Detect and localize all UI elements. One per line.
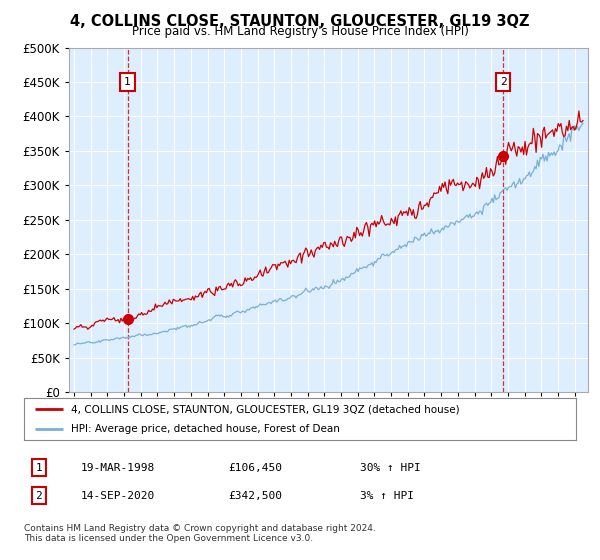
- Text: £106,450: £106,450: [228, 463, 282, 473]
- Text: Contains HM Land Registry data © Crown copyright and database right 2024.
This d: Contains HM Land Registry data © Crown c…: [24, 524, 376, 543]
- Text: 2: 2: [500, 77, 506, 87]
- Text: 4, COLLINS CLOSE, STAUNTON, GLOUCESTER, GL19 3QZ (detached house): 4, COLLINS CLOSE, STAUNTON, GLOUCESTER, …: [71, 404, 460, 414]
- Text: 4, COLLINS CLOSE, STAUNTON, GLOUCESTER, GL19 3QZ: 4, COLLINS CLOSE, STAUNTON, GLOUCESTER, …: [70, 14, 530, 29]
- Text: 2: 2: [35, 491, 43, 501]
- Text: 1: 1: [124, 77, 131, 87]
- Text: 3% ↑ HPI: 3% ↑ HPI: [360, 491, 414, 501]
- Text: 19-MAR-1998: 19-MAR-1998: [81, 463, 155, 473]
- Text: 1: 1: [35, 463, 43, 473]
- Text: 14-SEP-2020: 14-SEP-2020: [81, 491, 155, 501]
- Text: 30% ↑ HPI: 30% ↑ HPI: [360, 463, 421, 473]
- Text: Price paid vs. HM Land Registry's House Price Index (HPI): Price paid vs. HM Land Registry's House …: [131, 25, 469, 38]
- Text: £342,500: £342,500: [228, 491, 282, 501]
- Text: HPI: Average price, detached house, Forest of Dean: HPI: Average price, detached house, Fore…: [71, 424, 340, 434]
